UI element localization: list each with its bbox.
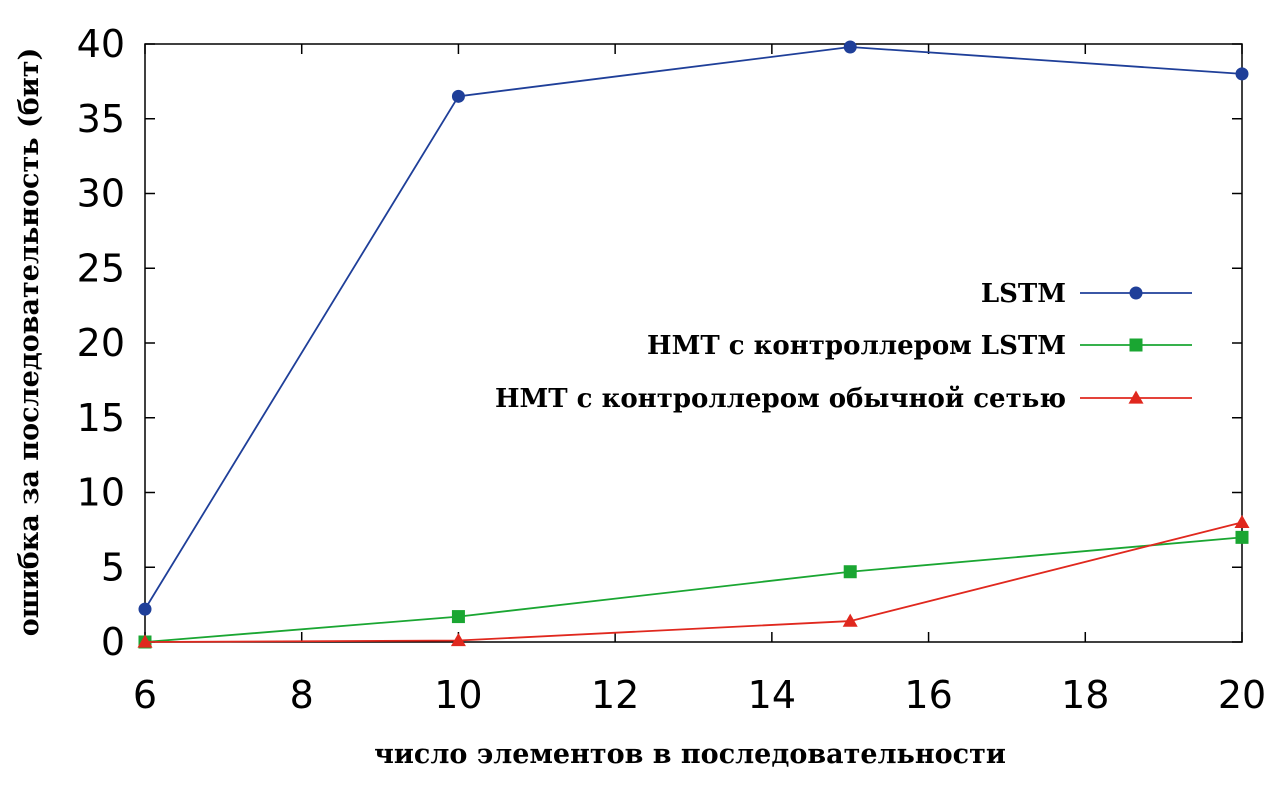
series-line (144, 46, 1243, 610)
legend-label: НМТ с контроллером обычной сетью (495, 384, 1066, 414)
y-tick-label: 35 (77, 97, 125, 141)
data-point (451, 89, 465, 103)
y-tick-label: 20 (77, 321, 125, 365)
x-axis: 6 8 10 12 14 16 18 20 (133, 44, 1266, 717)
series-line (144, 521, 1243, 643)
x-tick-label: 18 (1061, 673, 1109, 717)
y-tick-label: 0 (101, 620, 125, 664)
y-tick-label: 10 (77, 471, 125, 515)
series-line (144, 536, 1243, 643)
data-point (450, 633, 466, 647)
data-point (1235, 67, 1249, 81)
x-tick-label: 12 (591, 673, 639, 717)
data-point (842, 613, 858, 627)
x-axis-label: число элементов в последовательности (374, 739, 1006, 770)
x-tick-label: 8 (290, 673, 314, 717)
series-3 (137, 514, 1250, 648)
data-point (138, 602, 152, 616)
x-tick-label: 6 (133, 673, 157, 717)
data-point (843, 565, 857, 579)
legend: LSTM НМТ с контроллером LSTM НМТ с контрол… (495, 279, 1192, 414)
y-tick-label: 40 (77, 22, 125, 66)
data-point (137, 634, 153, 648)
y-tick-label: 25 (77, 246, 125, 290)
x-tick-label: 10 (434, 673, 482, 717)
y-axis-label: ошибка за последовательность (бит) (14, 48, 45, 637)
data-point (843, 40, 857, 54)
legend-entry-3: НМТ с контроллером обычной сетью (495, 384, 1192, 414)
series-layer (137, 40, 1250, 649)
series-2 (138, 530, 1249, 649)
data-point (1234, 514, 1250, 529)
data-point (451, 610, 465, 624)
y-tick-label: 30 (77, 172, 125, 216)
x-tick-label: 20 (1218, 673, 1266, 717)
legend-entry-1: LSTM (981, 279, 1192, 309)
y-tick-label: 5 (101, 545, 125, 589)
legend-marker (1129, 338, 1143, 352)
legend-marker (1129, 286, 1143, 300)
x-tick-label: 14 (748, 673, 796, 717)
y-tick-label: 15 (77, 396, 125, 440)
series-1 (138, 40, 1249, 616)
legend-label: LSTM (981, 279, 1066, 309)
x-tick-label: 16 (904, 673, 952, 717)
legend-marker (1128, 390, 1144, 404)
legend-entry-2: НМТ с контроллером LSTM (647, 331, 1192, 361)
y-axis: 0 5 10 15 20 25 30 35 40 (77, 22, 1242, 664)
data-point (1235, 530, 1249, 544)
legend-label: НМТ с контроллером LSTM (647, 331, 1066, 361)
